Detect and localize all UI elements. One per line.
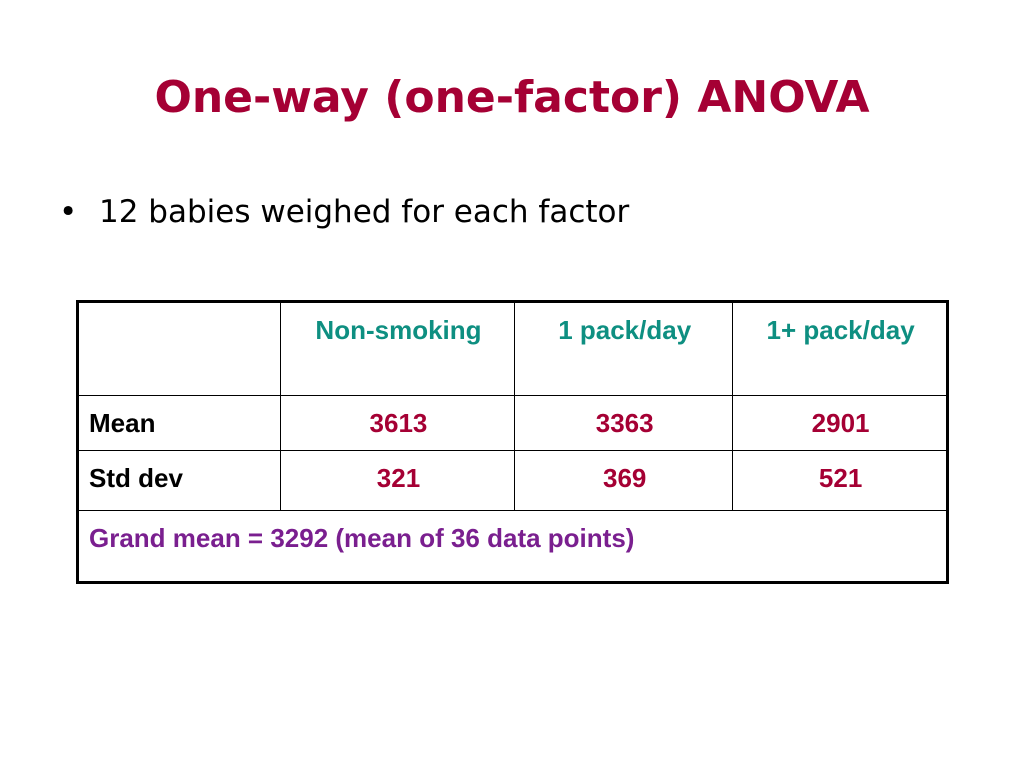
mean-non-smoking: 3613 (279, 395, 516, 451)
table-header-row: Non-smoking 1 pack/day 1+ pack/day (77, 301, 948, 396)
table-row-mean: Mean 3613 3363 2901 (77, 395, 948, 451)
grand-mean-note: Grand mean = 3292 (mean of 36 data point… (77, 510, 948, 583)
std-1-plus-pack-day: 521 (732, 450, 948, 511)
mean-1-pack-day: 3363 (514, 395, 734, 451)
header-cell-1-plus-pack-day: 1+ pack/day (732, 301, 948, 396)
bullet-text: 12 babies weighed for each factor (99, 194, 630, 230)
table-row-std-dev: Std dev 321 369 521 (77, 450, 948, 511)
table-row-grand-mean: Grand mean = 3292 (mean of 36 data point… (77, 510, 948, 583)
bullet-icon: • (59, 194, 78, 230)
row-label-std-dev: Std dev (77, 450, 281, 511)
header-cell-1-pack-day: 1 pack/day (514, 301, 734, 396)
header-cell-empty (77, 301, 281, 396)
header-cell-non-smoking: Non-smoking (279, 301, 516, 396)
anova-table: Non-smoking 1 pack/day 1+ pack/day Mean … (76, 300, 949, 584)
row-label-mean: Mean (77, 395, 281, 451)
mean-1-plus-pack-day: 2901 (732, 395, 948, 451)
std-non-smoking: 321 (279, 450, 516, 511)
std-1-pack-day: 369 (514, 450, 734, 511)
slide-title: One-way (one-factor) ANOVA (154, 72, 870, 123)
bullet-item: • 12 babies weighed for each factor (59, 192, 629, 232)
